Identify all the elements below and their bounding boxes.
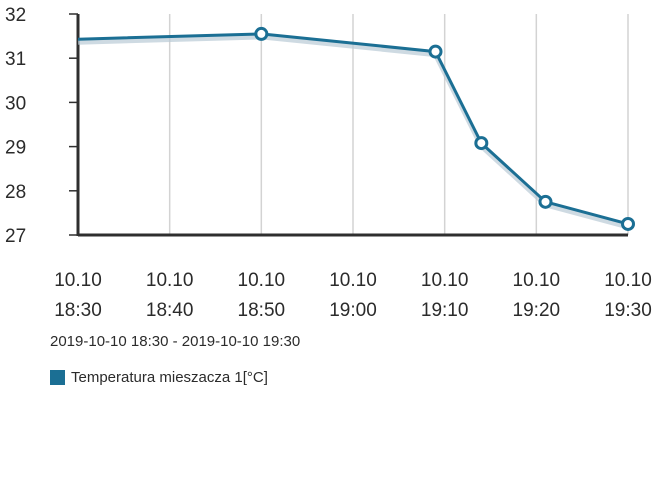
- y-tick-label: 27: [5, 226, 26, 247]
- x-tick-time: 18:40: [146, 300, 194, 321]
- y-tick-label: 29: [5, 138, 26, 159]
- x-tick-time: 19:30: [604, 300, 652, 321]
- series-line: [77, 32, 629, 226]
- x-tick-date: 10.10: [54, 270, 102, 291]
- x-axis-ticks: 10.10 18:30 10.10 18:40 10.10 18:50 10.10 19:00…: [54, 270, 652, 321]
- x-tick-label: 10.10 19:30: [604, 270, 652, 321]
- data-point: [621, 216, 635, 231]
- x-tick-date: 10.10: [238, 270, 286, 291]
- x-tick-date: 10.10: [421, 270, 469, 291]
- x-tick-label: 10.10 18:30: [54, 270, 102, 321]
- x-tick-time: 18:50: [238, 300, 286, 321]
- data-point: [428, 44, 443, 59]
- y-tick-label: 30: [5, 93, 26, 114]
- date-range-label: 2019-10-10 18:30 - 2019-10-10 19:30: [50, 333, 301, 350]
- x-tick-label: 10.10 19:10: [421, 270, 469, 321]
- series-layer: [77, 26, 635, 231]
- x-tick-date: 10.10: [329, 270, 377, 291]
- legend-swatch: [50, 370, 65, 385]
- x-tick-date: 10.10: [604, 270, 652, 291]
- x-tick-label: 10.10 19:20: [513, 270, 561, 321]
- line-chart: 27 28 29 30 31 32 10.10 18:30 10.10 18:40 10.10 18…: [5, 5, 652, 321]
- x-tick-label: 10.10 18:40: [146, 270, 194, 321]
- x-tick-time: 18:30: [54, 300, 102, 321]
- x-tick-time: 19:10: [421, 300, 469, 321]
- data-point: [254, 26, 269, 41]
- axes: [76, 14, 628, 237]
- y-tick-label: 31: [5, 49, 26, 70]
- legend-label: Temperatura mieszacza 1[°C]: [71, 369, 268, 386]
- x-tick-time: 19:20: [513, 300, 561, 321]
- y-axis-ticks: 27 28 29 30 31 32: [5, 5, 78, 247]
- x-tick-label: 10.10 18:50: [238, 270, 286, 321]
- legend[interactable]: Temperatura mieszacza 1[°C]: [50, 369, 268, 386]
- y-tick-label: 28: [5, 182, 26, 203]
- grid-lines: [168, 14, 629, 235]
- data-point: [538, 194, 553, 209]
- x-tick-label: 10.10 19:00: [329, 270, 377, 321]
- y-tick-label: 32: [5, 5, 26, 26]
- x-tick-date: 10.10: [146, 270, 194, 291]
- data-point: [474, 136, 489, 151]
- x-tick-time: 19:00: [329, 300, 377, 321]
- x-tick-date: 10.10: [513, 270, 561, 291]
